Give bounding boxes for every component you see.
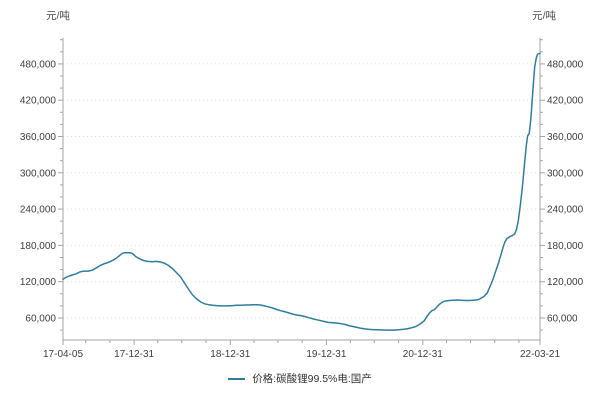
y-axis-label-left: 120,000 [20, 277, 57, 288]
y-axis-label-right: 480,000 [547, 59, 584, 70]
y-axis-label-right: 180,000 [547, 241, 584, 252]
x-axis-label: 17-12-31 [114, 349, 154, 360]
y-axis-label-right: 420,000 [547, 96, 584, 107]
y-axis-label-right: 60,000 [547, 314, 578, 325]
x-axis-label: 19-12-31 [306, 349, 346, 360]
y-axis-label-left: 300,000 [20, 168, 57, 179]
y-axis-label-left: 480,000 [20, 59, 57, 70]
y-axis-label-left: 360,000 [20, 132, 57, 143]
y-axis-unit-right: 元/吨 [532, 10, 556, 22]
y-axis-label-right: 360,000 [547, 132, 584, 143]
x-axis-label: 20-12-31 [403, 349, 443, 360]
x-axis-label: 18-12-31 [210, 349, 250, 360]
legend: 价格:碳酸锂99.5%电:国产 [0, 371, 600, 386]
price-series-line [62, 52, 541, 331]
y-axis-label-left: 420,000 [20, 96, 57, 107]
y-axis-label-left: 60,000 [25, 314, 56, 325]
y-axis-label-right: 240,000 [547, 205, 584, 216]
y-axis-label-left: 180,000 [20, 241, 57, 252]
x-axis-label: 17-04-05 [43, 349, 83, 360]
legend-label: 价格:碳酸锂99.5%电:国产 [252, 373, 372, 385]
y-axis-label-right: 300,000 [547, 168, 584, 179]
y-axis-label-right: 120,000 [547, 277, 584, 288]
y-axis-unit-left: 元/吨 [46, 10, 70, 22]
y-axis-label-left: 240,000 [20, 205, 57, 216]
legend-line-swatch [228, 377, 246, 380]
x-axis-label: 22-03-21 [520, 349, 560, 360]
